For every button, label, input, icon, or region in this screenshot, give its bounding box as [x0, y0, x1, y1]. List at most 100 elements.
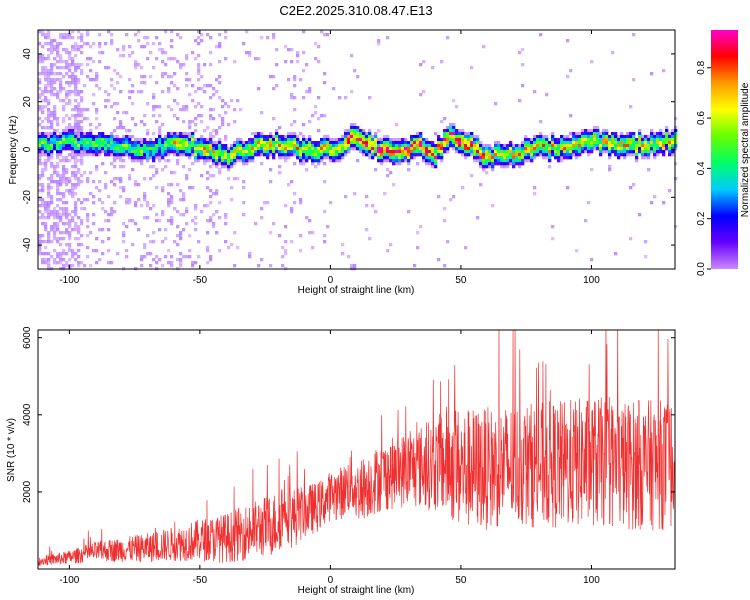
spectrogram-cell — [644, 255, 648, 259]
snr-series-line — [38, 330, 675, 566]
spectrogram-cell — [47, 216, 51, 220]
spectrogram-cell — [293, 162, 297, 166]
spectrogram-cell — [41, 93, 45, 97]
spectrogram-cell — [164, 228, 168, 232]
x-tick-label: 50 — [455, 575, 467, 586]
colorbar-tick-label: 0.0 — [696, 262, 707, 276]
spectrogram-cell — [620, 153, 624, 157]
spectrogram-cell — [563, 147, 567, 151]
spectrogram-cell — [272, 144, 276, 148]
spectrogram-cell — [86, 63, 90, 67]
spectrogram-cell — [161, 144, 165, 148]
spectrogram-cell — [443, 219, 447, 223]
spectrogram-cell — [203, 162, 207, 166]
spectrogram-cell — [47, 234, 51, 238]
snr-x-ticks: -100 -50 0 50 100 — [59, 330, 600, 586]
spectrogram-cell — [131, 156, 135, 160]
spectrogram-cell — [68, 36, 72, 40]
spectrogram-cell — [68, 231, 72, 235]
spectrogram-cell — [419, 93, 423, 97]
spectrogram-cell — [434, 147, 438, 151]
spectrogram-cell — [584, 135, 588, 139]
spectrogram-cell — [80, 141, 84, 145]
spectrogram-cell — [95, 84, 99, 88]
spectrogram-cell — [170, 138, 174, 142]
spectrogram-cell — [197, 69, 201, 73]
spectrogram-cell — [218, 153, 222, 157]
spectrogram-cell — [71, 36, 75, 40]
spectrogram-cell — [215, 147, 219, 151]
spectrogram-cell — [674, 132, 678, 136]
spectrogram-cell — [482, 168, 486, 172]
spectrogram-cell — [290, 180, 294, 184]
spectrogram-cell — [152, 147, 156, 151]
spectrogram-cell — [176, 159, 180, 163]
spectrogram-cell — [641, 144, 645, 148]
spectrogram-cell — [554, 141, 558, 145]
spectrogram-cell — [254, 141, 258, 145]
spectrogram-cell — [290, 144, 294, 148]
spectrogram-cell — [512, 162, 516, 166]
spectrogram-cell — [413, 150, 417, 154]
spectrogram-cell — [188, 120, 192, 124]
spectrogram-cell — [56, 66, 60, 70]
spectrogram-cell — [260, 258, 264, 262]
spectrogram-cell — [131, 117, 135, 121]
spectrogram-cell — [548, 147, 552, 151]
spectrogram-cell — [179, 189, 183, 193]
spectrogram-cell — [206, 249, 210, 253]
spectrogram-cell — [50, 225, 54, 229]
spectrogram-cell — [599, 144, 603, 148]
spectrogram-cell — [209, 216, 213, 220]
spectrogram-cell — [497, 153, 501, 157]
spectrogram-cell — [656, 144, 660, 148]
spectrogram-cell — [56, 165, 60, 169]
spectrogram-cell — [167, 192, 171, 196]
spectrogram-cell — [191, 141, 195, 145]
spectrogram-cell — [146, 129, 150, 133]
spectrogram-cell — [317, 156, 321, 160]
spectrogram-cell — [44, 222, 48, 226]
spectrogram-cell — [242, 201, 246, 205]
spectrogram-cell — [275, 141, 279, 145]
spectrogram-cell — [365, 132, 369, 136]
spectrogram-cell — [194, 141, 198, 145]
spectrogram-cell — [488, 153, 492, 157]
spectrogram-cell — [158, 147, 162, 151]
spectrogram-cell — [533, 144, 537, 148]
spectrogram-cell — [161, 213, 165, 217]
spectrogram-cell — [392, 144, 396, 148]
spectrogram-cell — [599, 153, 603, 157]
spectrogram-cell — [302, 144, 306, 148]
spectrogram-cell — [116, 177, 120, 181]
spectrogram-cell — [77, 231, 81, 235]
spectrogram-cell — [107, 237, 111, 241]
spectrogram-cell — [59, 36, 63, 40]
spectrogram-cell — [176, 258, 180, 262]
spectrogram-cell — [314, 111, 318, 115]
spectrogram-cell — [530, 147, 534, 151]
spectrogram-cell — [134, 153, 138, 157]
spectrogram-cell — [122, 138, 126, 142]
spectrogram-cell — [77, 126, 81, 130]
x-tick-label: -100 — [59, 275, 79, 286]
spectrogram-cell — [188, 78, 192, 82]
spectrogram-cell — [593, 141, 597, 145]
spectrogram-cell — [74, 75, 78, 79]
spectrogram-cell — [350, 138, 354, 142]
spectrogram-cell — [623, 138, 627, 142]
spectrogram-cell — [143, 216, 147, 220]
spectrogram-cell — [557, 141, 561, 145]
spectrogram-cell — [659, 144, 663, 148]
spectrogram-cell — [656, 138, 660, 142]
spectrogram-cell — [74, 210, 78, 214]
spectrogram-cell — [38, 144, 42, 148]
spectrogram-cell — [236, 153, 240, 157]
spectrogram-cell — [641, 141, 645, 145]
spectrogram-cell — [137, 138, 141, 142]
spectrogram-cell — [65, 177, 69, 181]
spectrogram-cell — [623, 147, 627, 151]
spectrogram-cell — [116, 147, 120, 151]
spectrogram-cell — [497, 156, 501, 160]
